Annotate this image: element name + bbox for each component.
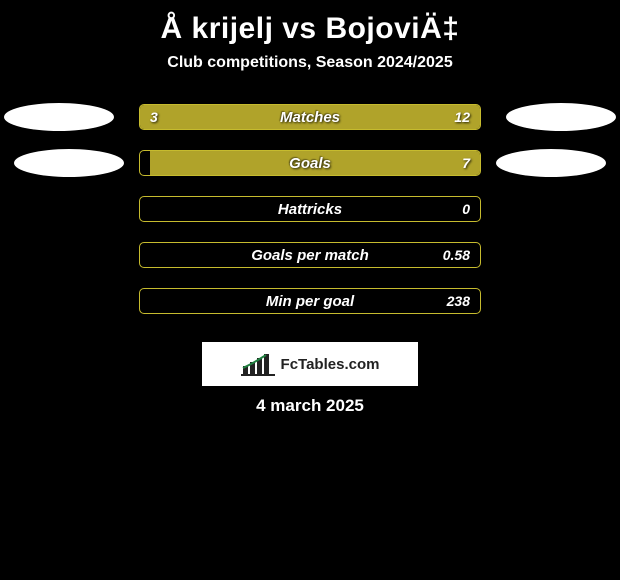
logo-box: FcTables.com xyxy=(202,342,418,386)
stat-bar-right-fill xyxy=(150,151,480,175)
player-right-ellipse xyxy=(496,149,606,177)
stat-right-value: 0 xyxy=(462,197,470,221)
stat-row: 238Min per goal xyxy=(0,278,620,324)
player-left-ellipse xyxy=(14,149,124,177)
stat-label: Min per goal xyxy=(140,289,480,313)
stat-label: Goals per match xyxy=(140,243,480,267)
stat-right-value: 0.58 xyxy=(443,243,470,267)
player-right-ellipse xyxy=(506,103,616,131)
stat-label: Hattricks xyxy=(140,197,480,221)
stat-row: 7Goals xyxy=(0,140,620,186)
stat-right-value: 238 xyxy=(447,289,470,313)
stat-bar: 0Hattricks xyxy=(139,196,481,222)
stat-row: 312Matches xyxy=(0,94,620,140)
stat-bar: 7Goals xyxy=(139,150,481,176)
bar-chart-icon xyxy=(241,352,275,376)
stat-row: 0Hattricks xyxy=(0,186,620,232)
date-label: 4 march 2025 xyxy=(0,396,620,416)
page-title: Å krijelj vs BojoviÄ‡ xyxy=(0,12,620,46)
player-left-ellipse xyxy=(4,103,114,131)
subtitle: Club competitions, Season 2024/2025 xyxy=(0,54,620,72)
stat-bar-left-fill xyxy=(140,105,201,129)
stat-bar: 312Matches xyxy=(139,104,481,130)
stat-bar: 0.58Goals per match xyxy=(139,242,481,268)
logo-text: FcTables.com xyxy=(281,356,380,373)
stat-row: 0.58Goals per match xyxy=(0,232,620,278)
stat-bar-right-fill xyxy=(201,105,480,129)
stat-bar: 238Min per goal xyxy=(139,288,481,314)
comparison-rows: 312Matches 7Goals 0Hattricks 0.58Goals per … xyxy=(0,94,620,324)
